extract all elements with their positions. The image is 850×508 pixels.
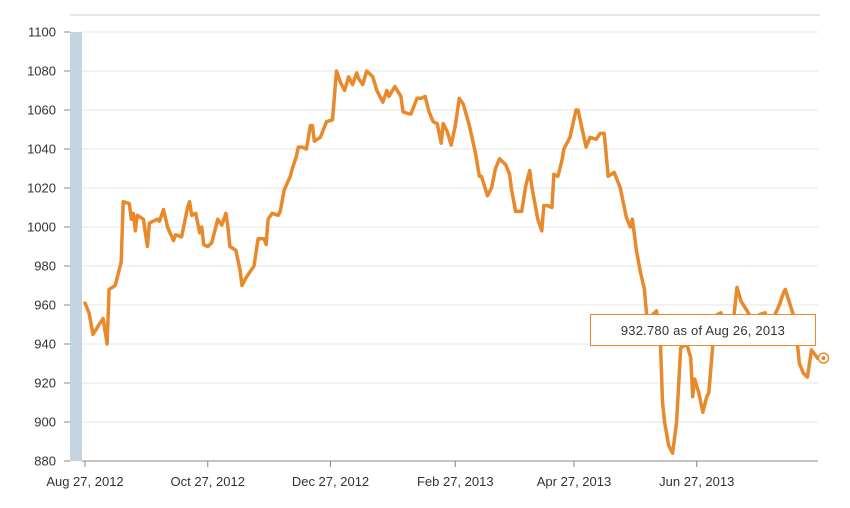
x-tick-label-3: Feb 27, 2013 bbox=[417, 474, 494, 489]
x-tick-label-1: Oct 27, 2012 bbox=[171, 474, 245, 489]
y-tick-label-880: 880 bbox=[34, 454, 56, 469]
y-tick-label-900: 900 bbox=[34, 415, 56, 430]
y-tick-label-920: 920 bbox=[34, 376, 56, 391]
series-group bbox=[83, 69, 830, 455]
x-tick-label-2: Dec 27, 2012 bbox=[292, 474, 369, 489]
y-tick-label-1060: 1060 bbox=[27, 103, 56, 118]
last-point-marker-dot bbox=[821, 356, 826, 361]
x-tick-label-5: Jun 27, 2013 bbox=[659, 474, 734, 489]
gridlines bbox=[82, 31, 818, 423]
x-tick-label-0: Aug 27, 2012 bbox=[46, 474, 123, 489]
y-tick-label-1080: 1080 bbox=[27, 64, 56, 79]
y-tick-label-1040: 1040 bbox=[27, 142, 56, 157]
x-tick-label-4: Apr 27, 2013 bbox=[537, 474, 611, 489]
y-tick-label-1020: 1020 bbox=[27, 181, 56, 196]
y-tick-label-960: 960 bbox=[34, 298, 56, 313]
scroll-bar-left[interactable] bbox=[70, 32, 82, 461]
series-line-0 bbox=[83, 69, 820, 455]
y-axis: 880 900 920 940 960 980 1000 1020 1040 1060 1080 11… bbox=[27, 25, 70, 469]
x-axis: Aug 27, 2012 Oct 27, 2012 Dec 27, 2012 Feb … bbox=[46, 461, 734, 489]
y-tick-label-940: 940 bbox=[34, 337, 56, 352]
y-tick-label-980: 980 bbox=[34, 259, 56, 274]
y-tick-label-1000: 1000 bbox=[27, 220, 56, 235]
y-tick-label-1100: 1100 bbox=[28, 25, 56, 40]
value-tooltip: 932.780 as of Aug 26, 2013 bbox=[590, 314, 816, 346]
